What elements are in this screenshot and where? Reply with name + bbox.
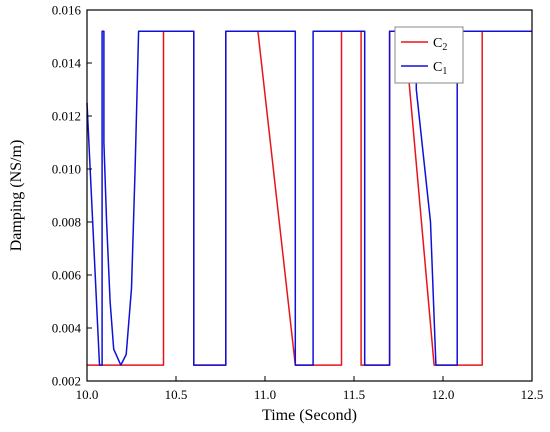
x-tick-label: 12.0 — [432, 387, 455, 402]
ticks-layer: 10.0 10.5 11.0 11.5 12.0 12.5 0.002 0.004 0.006 0… — [52, 3, 544, 403]
y-tick-label: 0.006 — [52, 268, 82, 283]
y-tick-label: 0.008 — [52, 215, 81, 230]
x-tick-label: 11.0 — [254, 387, 276, 402]
y-tick-label: 0.010 — [52, 162, 81, 177]
series-line-c1 — [86, 30, 532, 366]
x-tick-label: 12.5 — [521, 387, 544, 402]
x-tick-label: 11.5 — [343, 387, 365, 402]
series-line-c2 — [87, 30, 532, 366]
x-tick-label: 10.0 — [76, 387, 99, 402]
x-tick-label: 10.5 — [165, 387, 188, 402]
y-tick-label: 0.014 — [52, 56, 82, 71]
y-tick-label: 0.012 — [52, 109, 81, 124]
plot-frame — [86, 9, 533, 382]
y-tick-label: 0.016 — [52, 3, 82, 18]
series-layer — [86, 30, 532, 366]
y-tick-label: 0.004 — [52, 321, 82, 336]
x-axis-title: Time (Second) — [262, 407, 357, 424]
legend-box — [394, 26, 464, 84]
y-axis-title: Damping (NS/m) — [8, 140, 25, 252]
y-tick-label: 0.002 — [52, 374, 81, 389]
